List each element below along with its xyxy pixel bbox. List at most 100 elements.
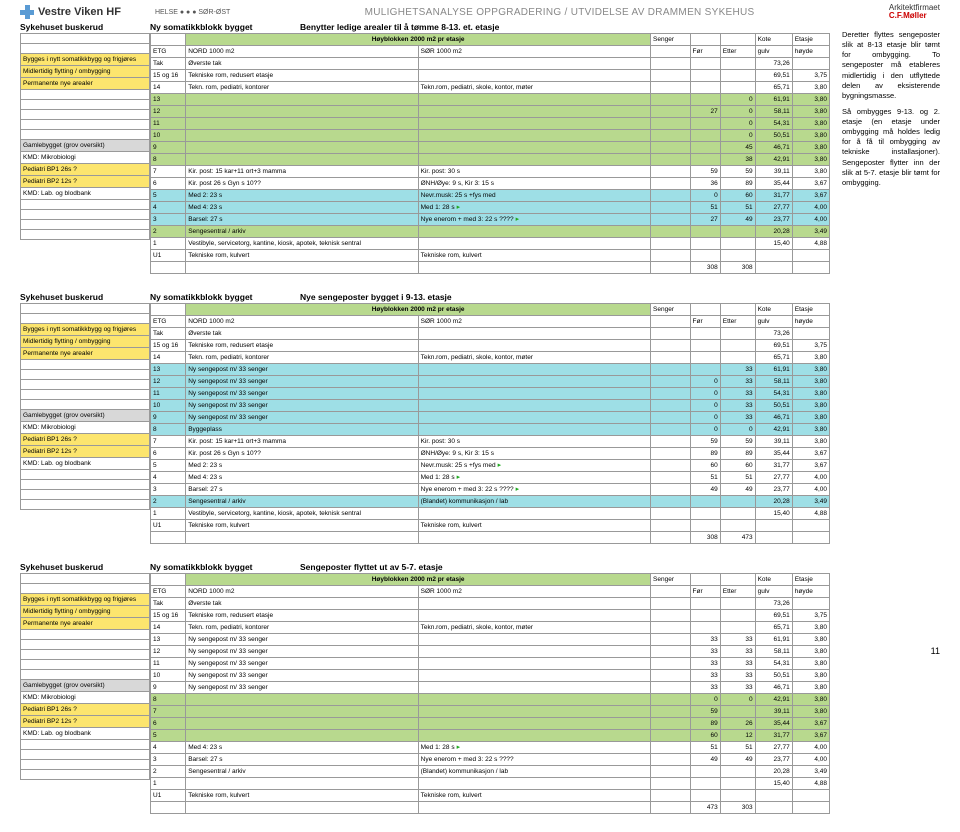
table-row: 10Ny sengepost m/ 33 senger03350,513,80 xyxy=(151,400,830,412)
table-row xyxy=(21,770,150,780)
table-row: KMD: Mikrobiologi xyxy=(21,692,150,704)
table-row: 9Ny sengepost m/ 33 senger333346,713,80 xyxy=(151,682,830,694)
table-row: 4Med 4: 23 sMed 1: 28 s515127,774,00 xyxy=(151,742,830,754)
legend-table: Bygges i nytt somatikkbygg og frigjøresM… xyxy=(20,573,150,780)
legend-table: Bygges i nytt somatikkbygg og frigjøresM… xyxy=(20,303,150,510)
table-row xyxy=(21,120,150,130)
table-row: U1Tekniske rom, kulvertTekniske rom, kul… xyxy=(151,790,830,802)
table-row: 94546,713,80 xyxy=(151,142,830,154)
table-row xyxy=(21,360,150,370)
table-row: Permanente nye arealer xyxy=(21,78,150,90)
table-row: 12Ny sengepost m/ 33 senger03358,113,80 xyxy=(151,376,830,388)
table-row xyxy=(21,380,150,390)
table-row: 7Kir. post: 15 kar+11 ort+3 mammaKir. po… xyxy=(151,436,830,448)
table-row xyxy=(21,304,150,314)
table-title: Ny somatikkblokk bygget xyxy=(150,292,300,302)
table-row: KMD: Lab. og blodbank xyxy=(21,188,150,200)
table-row: 13061,913,80 xyxy=(151,94,830,106)
table-title: Sykehuset buskerud xyxy=(20,22,150,32)
table-row xyxy=(21,314,150,324)
table-row: Bygges i nytt somatikkbygg og frigjøres xyxy=(21,594,150,606)
table-row xyxy=(21,500,150,510)
table-row: Pediatri BP1 26s ? xyxy=(21,164,150,176)
table-row: 13Ny sengepost m/ 33 senger3361,913,80 xyxy=(151,364,830,376)
table-row: 14Tekn. rom, pediatri, kontorerTekn.rom,… xyxy=(151,352,830,364)
table-row: TakØverste tak73,26 xyxy=(151,58,830,70)
table-row: Pediatri BP1 26s ? xyxy=(21,434,150,446)
table-row: Gamlebygget (grov oversikt) xyxy=(21,410,150,422)
table-row: 1227058,113,80 xyxy=(151,106,830,118)
logo-left: Vestre Viken HF HELSE ● ● ● SØR-ØST xyxy=(20,5,230,19)
table-row xyxy=(21,750,150,760)
table-row xyxy=(21,470,150,480)
table-row: 1Vestibyle, servicetorg, kantine, kiosk,… xyxy=(151,238,830,250)
table-row xyxy=(21,230,150,240)
page-title: MULIGHETSANALYSE OPPGRADERING / UTVIDELS… xyxy=(365,7,755,18)
table-row: 5Med 2: 23 sNevr.musk: 25 s +fys med0603… xyxy=(151,190,830,202)
table-title: Benytter ledige arealer til å tømme 8-13… xyxy=(300,22,830,32)
table-row: 6Kir. post 26 s Gyn s 10??ØNH/Øye: 9 s, … xyxy=(151,448,830,460)
table-title: Sykehuset buskerud xyxy=(20,562,150,572)
table-title: Sykehuset buskerud xyxy=(20,292,150,302)
table-row: TakØverste tak73,26 xyxy=(151,598,830,610)
table-row xyxy=(21,44,150,54)
table-row: 3Barsel: 27 sNye enerom + med 3: 22 s ??… xyxy=(151,484,830,496)
cross-icon xyxy=(20,5,34,19)
table-row: 7Kir. post: 15 kar+11 ort+3 mammaKir. po… xyxy=(151,166,830,178)
table-row: 80042,913,80 xyxy=(151,694,830,706)
table-row xyxy=(21,640,150,650)
table-row xyxy=(21,490,150,500)
table-title: Ny somatikkblokk bygget xyxy=(150,562,300,572)
table-block: Sykehuset buskerudNy somatikkblokk bygge… xyxy=(20,22,830,274)
table-row xyxy=(21,480,150,490)
table-row: Midlertidig flytting / ombygging xyxy=(21,606,150,618)
table-row xyxy=(21,34,150,44)
data-table: Høyblokken 2000 m2 pr etasjeSengerKoteEt… xyxy=(150,33,830,274)
table-row: 12Ny sengepost m/ 33 senger333358,113,80 xyxy=(151,646,830,658)
page-number: 11 xyxy=(931,646,940,656)
table-row: 15 og 16Tekniske rom, redusert etasje69,… xyxy=(151,610,830,622)
table-row: KMD: Lab. og blodbank xyxy=(21,458,150,470)
table-row xyxy=(21,584,150,594)
table-row: 9Ny sengepost m/ 33 senger03346,713,80 xyxy=(151,412,830,424)
table-row: 13Ny sengepost m/ 33 senger333361,913,80 xyxy=(151,634,830,646)
table-row: 4Med 4: 23 sMed 1: 28 s515127,774,00 xyxy=(151,472,830,484)
table-row: Midlertidig flytting / ombygging xyxy=(21,336,150,348)
table-row: Gamlebygget (grov oversikt) xyxy=(21,680,150,692)
table-row: Bygges i nytt somatikkbygg og frigjøres xyxy=(21,324,150,336)
table-row: 2Sengesentral / arkiv(Blandet) kommunika… xyxy=(151,766,830,778)
table-row: 1Vestibyle, servicetorg, kantine, kiosk,… xyxy=(151,508,830,520)
table-title: Ny somatikkblokk bygget xyxy=(150,22,300,32)
table-row xyxy=(21,220,150,230)
table-row xyxy=(21,110,150,120)
helse-text: HELSE ● ● ● SØR-ØST xyxy=(155,9,230,16)
table-row: 2Sengesentral / arkiv(Blandet) kommunika… xyxy=(151,496,830,508)
table-row: KMD: Mikrobiologi xyxy=(21,422,150,434)
table-row: 11054,313,80 xyxy=(151,118,830,130)
table-row: Permanente nye arealer xyxy=(21,348,150,360)
data-table: Høyblokken 2000 m2 pr etasjeSengerKoteEt… xyxy=(150,573,830,814)
table-row: Permanente nye arealer xyxy=(21,618,150,630)
table-row: 3Barsel: 27 sNye enerom + med 3: 22 s ??… xyxy=(151,754,830,766)
table-row: KMD: Lab. og blodbank xyxy=(21,728,150,740)
table-row: TakØverste tak73,26 xyxy=(151,328,830,340)
table-row xyxy=(21,130,150,140)
table-row: Bygges i nytt somatikkbygg og frigjøres xyxy=(21,54,150,66)
table-row: U1Tekniske rom, kulvertTekniske rom, kul… xyxy=(151,250,830,262)
table-row xyxy=(21,390,150,400)
side-text-column: Deretter flyttes sengeposter slik at 8-1… xyxy=(842,22,940,832)
table-block: Sykehuset buskerudNy somatikkblokk bygge… xyxy=(20,562,830,814)
table-row xyxy=(21,650,150,660)
table-row: Midlertidig flytting / ombygging xyxy=(21,66,150,78)
table-row: Pediatri BP1 26s ? xyxy=(21,704,150,716)
table-row: U1Tekniske rom, kulvertTekniske rom, kul… xyxy=(151,520,830,532)
table-row: 10Ny sengepost m/ 33 senger333350,513,80 xyxy=(151,670,830,682)
table-row: 15 og 16Tekniske rom, redusert etasje69,… xyxy=(151,340,830,352)
table-row: 5Med 2: 23 sNevr.musk: 25 s +fys med6060… xyxy=(151,460,830,472)
side-paragraph: Deretter flyttes sengeposter slik at 8-1… xyxy=(842,30,940,101)
side-paragraph: Så ombygges 9-13. og 2. etasje (en etasj… xyxy=(842,107,940,188)
logo-text: Vestre Viken HF xyxy=(38,6,121,18)
table-row: 83842,913,80 xyxy=(151,154,830,166)
table-row: KMD: Mikrobiologi xyxy=(21,152,150,164)
table-row xyxy=(21,200,150,210)
